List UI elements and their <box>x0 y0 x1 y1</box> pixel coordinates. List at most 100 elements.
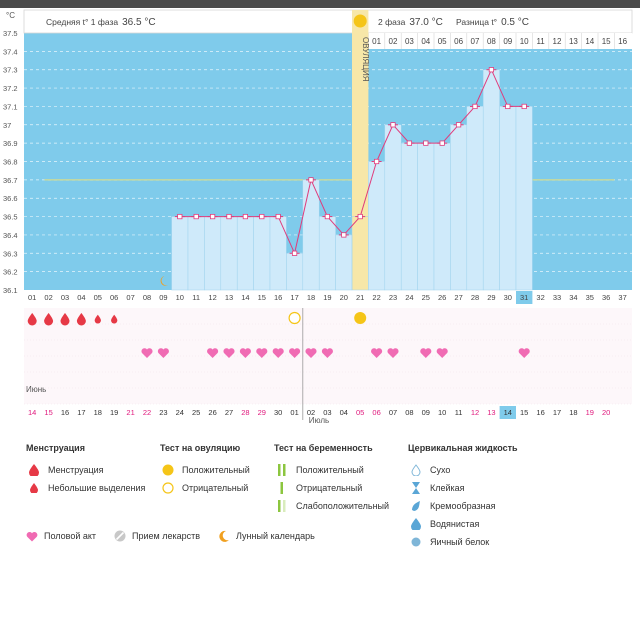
y-tick-label: 36.5 <box>3 213 18 222</box>
cycle-day-label: 08 <box>143 293 151 302</box>
y-tick-label: 37.1 <box>3 102 18 111</box>
phase2-day-label: 05 <box>438 37 447 46</box>
heart-icon <box>157 348 169 358</box>
double-line-icon <box>274 464 290 476</box>
cycle-day-label: 10 <box>176 293 184 302</box>
heart-icon <box>26 531 38 542</box>
legend-ovulation-item: Отрицательный <box>160 479 250 497</box>
temperature-bar <box>482 69 500 291</box>
temperature-bar <box>318 216 336 291</box>
phase2-day-label: 03 <box>405 37 414 46</box>
phase2-day-label: 07 <box>471 37 480 46</box>
watery-icon <box>408 518 424 530</box>
legend-pregnancy-item: Слабоположительный <box>274 497 389 515</box>
date-label: 03 <box>323 408 331 417</box>
legend-fluid-item: Водянистая <box>408 515 518 533</box>
date-label: 19 <box>586 408 594 417</box>
temperature-point <box>291 250 298 256</box>
temperature-point <box>308 177 314 183</box>
legend-cervical-fluid-title: Цервикальная жидкость <box>408 443 518 453</box>
phase2-day-label: 13 <box>569 37 578 46</box>
phase2-day-label: 08 <box>487 37 496 46</box>
cycle-day-label: 31 <box>520 293 528 302</box>
y-tick-label: 37.4 <box>3 47 18 56</box>
y-tick-label: 36.2 <box>3 268 18 277</box>
cycle-day-label: 07 <box>126 293 134 302</box>
faint-line-icon <box>274 500 290 512</box>
legend-menstruation-title: Менструация <box>26 443 85 453</box>
legend-label: Положительный <box>182 465 250 475</box>
cycle-day-label: 18 <box>307 293 315 302</box>
legend-label: Слабоположительный <box>296 501 390 511</box>
cycle-day-label: 11 <box>192 293 200 302</box>
heart-icon <box>289 348 301 358</box>
unit-label: °C <box>6 11 15 20</box>
legend-bottom: Половой акт Прием лекарств Лунный календ… <box>26 530 333 542</box>
cycle-day-label: 30 <box>504 293 512 302</box>
temperature-point <box>324 213 331 220</box>
legend-intercourse: Половой акт <box>26 531 96 542</box>
cycle-day-label: 09 <box>159 293 167 302</box>
date-label: 15 <box>44 408 52 417</box>
temperature-bar <box>450 124 468 291</box>
month-label-june: Июнь <box>26 385 46 394</box>
temperature-point <box>226 213 232 220</box>
bbt-chart: °C Средняя t° 1 фаза 36.5 °C 2 фаза 37.0 °C Р… <box>3 9 633 425</box>
temperature-point <box>505 103 511 110</box>
legend-pregnancy-item: Положительный <box>274 461 389 479</box>
cycle-day-label: 13 <box>225 293 233 302</box>
legend-medication: Прием лекарств <box>114 530 200 542</box>
y-tick-label: 37 <box>3 121 11 130</box>
temperature-point <box>275 213 281 220</box>
phase2-day-label: 06 <box>454 37 463 46</box>
egg-white-icon <box>408 537 424 547</box>
heart-icon <box>141 348 153 358</box>
cycle-day-label: 02 <box>44 293 52 302</box>
phase2-day-label: 11 <box>536 37 545 46</box>
drop-heavy-icon <box>76 313 86 326</box>
heart-icon <box>305 348 317 358</box>
date-label: 18 <box>569 408 577 417</box>
cycle-day-label: 12 <box>208 293 216 302</box>
temperature-bar <box>204 216 222 291</box>
phase2-day-label: 09 <box>503 37 512 46</box>
legend-menstruation-item: Менструация <box>26 461 145 479</box>
temperature-point <box>455 122 462 128</box>
temperature-point <box>341 232 347 238</box>
legend-cervical-fluid: Цервикальная жидкость Сухо Клейкая Кремо… <box>408 443 518 551</box>
date-label: 14 <box>28 408 36 417</box>
heart-icon <box>223 348 235 358</box>
temperature-point <box>193 213 199 220</box>
heart-icon <box>420 348 432 358</box>
legend-fluid-item: Клейкая <box>408 479 518 497</box>
y-tick-label: 36.9 <box>3 139 18 148</box>
date-label: 13 <box>487 408 495 417</box>
heart-icon <box>518 348 530 358</box>
temperature-point <box>390 122 396 128</box>
cycle-day-label: 22 <box>372 293 380 302</box>
phase1-label-text: Средняя t° 1 фаза <box>46 17 118 27</box>
phase2-day-label: 14 <box>585 37 594 46</box>
temperature-point <box>423 140 429 146</box>
date-label: 15 <box>520 408 528 417</box>
phase2-day-label: 10 <box>520 37 529 46</box>
phase2-label: 2 фаза 37.0 °C <box>378 17 443 28</box>
date-label: 07 <box>389 408 397 417</box>
temperature-bar <box>335 234 353 291</box>
drop-light-icon <box>26 483 42 493</box>
ovulation-test-positive-icon <box>354 312 367 324</box>
date-label: 12 <box>471 408 479 417</box>
y-tick-label: 36.1 <box>3 286 18 295</box>
drop-heavy-icon <box>26 464 42 476</box>
date-label: 14 <box>504 408 512 417</box>
temperature-bar <box>286 253 304 291</box>
drop-heavy-icon <box>27 313 37 326</box>
drop-light-icon <box>94 314 101 324</box>
ovulation-test-negative-icon <box>288 311 301 325</box>
dry-icon <box>408 464 424 476</box>
temperature-point <box>406 140 413 146</box>
y-tick-label: 36.7 <box>3 176 18 185</box>
date-label: 02 <box>307 408 315 417</box>
y-tick-label: 36.6 <box>3 194 18 203</box>
temperature-bar <box>269 216 287 291</box>
